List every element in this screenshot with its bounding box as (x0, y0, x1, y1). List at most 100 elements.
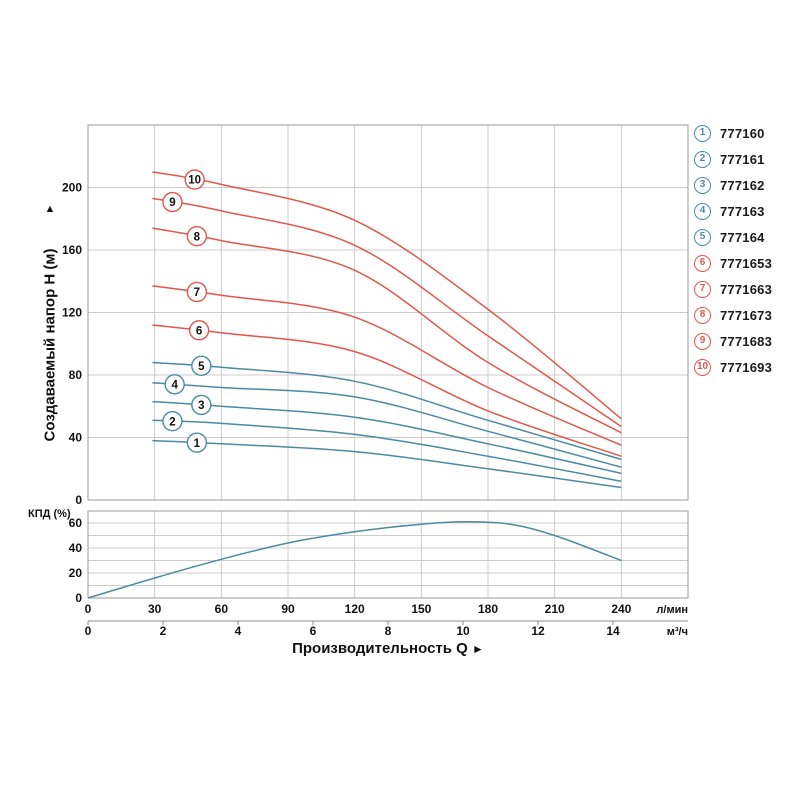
legend-model-label: 777163 (720, 203, 765, 219)
head-y-tick-label: 40 (69, 431, 83, 445)
efficiency-axis-label: КПД (%) (28, 508, 71, 520)
legend-model-label: 777164 (720, 229, 765, 245)
curve-label-circle-2 (162, 411, 183, 432)
legend-model-label: 7771653 (720, 255, 773, 271)
legend-item-7771663: 7 7771663 (694, 276, 772, 302)
pump-curve-7771663 (152, 285, 622, 446)
pump-curve-777160 (152, 439, 622, 489)
curve-label-circle-5 (191, 355, 212, 377)
x-tick-label-lmin: 90 (281, 602, 295, 616)
head-y-tick-label: 120 (62, 306, 82, 320)
curve-label-number-9: 9 (169, 197, 175, 209)
curve-label-circle-4 (164, 374, 185, 395)
x-tick-label-m3h: 6 (310, 624, 317, 638)
x-tick-label-lmin: 180 (478, 602, 498, 616)
curve-label-circle-1 (186, 432, 208, 453)
legend-number-badge: 1 (694, 124, 711, 142)
legend-number-badge: 9 (694, 332, 711, 350)
legend-number-badge: 10 (694, 358, 711, 376)
curve-label-circle-10 (184, 169, 205, 190)
curve-label-circle-8 (186, 225, 208, 247)
legend: 1 777160 2 777161 3 777162 4 777163 5 777164 6 7771… (694, 120, 772, 380)
pump-curve-7771653 (152, 324, 622, 458)
legend-number-badge: 7 (694, 280, 711, 298)
x-tick-label-m3h: 0 (85, 624, 92, 638)
head-y-tick-label: 160 (62, 243, 82, 257)
legend-item-7771673: 8 7771673 (694, 302, 772, 328)
legend-number-badge: 2 (694, 150, 711, 168)
x-tick-label-lmin: 0 (85, 602, 92, 616)
curve-label-number-8: 8 (194, 231, 201, 243)
legend-item-777161: 2 777161 (694, 146, 772, 172)
x-tick-label-m3h: 2 (160, 624, 167, 638)
efficiency-y-tick-label: 60 (69, 516, 83, 530)
x-axis-title-text: Производительность Q (292, 640, 468, 657)
curve-label-number-2: 2 (169, 416, 175, 428)
x-tick-label-lmin: 120 (345, 602, 365, 616)
legend-model-label: 7771663 (720, 281, 773, 297)
legend-item-777164: 5 777164 (694, 224, 772, 250)
legend-item-777163: 4 777163 (694, 198, 772, 224)
x-tick-label-m3h: 10 (456, 624, 470, 638)
legend-number-badge: 3 (694, 176, 711, 194)
x-tick-label-lmin: 150 (411, 602, 431, 616)
x-tick-label-m3h: 14 (606, 624, 620, 638)
head-y-tick-label: 200 (62, 181, 82, 195)
x-tick-label-m3h: 4 (235, 624, 242, 638)
legend-model-label: 7771673 (720, 307, 773, 323)
pump-curve-777164 (152, 361, 622, 461)
curve-label-circle-9 (162, 191, 183, 213)
head-y-tick-label: 0 (75, 493, 82, 507)
x-tick-label-lmin: 240 (611, 602, 631, 616)
head-chart-border (87, 124, 689, 501)
x-unit-label-m3h: м³/ч (667, 626, 688, 638)
curve-label-number-4: 4 (171, 379, 178, 391)
x-unit-label-lmin: л/мин (656, 604, 688, 616)
x-tick-label-lmin: 60 (215, 602, 229, 616)
curve-label-number-7: 7 (194, 287, 200, 299)
legend-number-badge: 6 (694, 254, 711, 272)
legend-item-777162: 3 777162 (694, 172, 772, 198)
efficiency-curve (87, 521, 622, 599)
curve-label-circle-3 (191, 394, 212, 416)
legend-number-badge: 4 (694, 202, 711, 220)
x-tick-label-m3h: 12 (531, 624, 545, 638)
curve-label-circle-7 (186, 281, 208, 303)
efficiency-chart-border (87, 510, 689, 599)
curve-label-number-3: 3 (198, 400, 204, 412)
x-tick-label-lmin: 210 (545, 602, 565, 616)
x-axis-arrow-icon: ► (472, 642, 484, 656)
x-axis-title: Производительность Q ► (238, 640, 538, 657)
legend-number-badge: 5 (694, 228, 711, 246)
y-axis-arrow-icon: ▲ (44, 203, 56, 215)
legend-model-label: 7771693 (720, 359, 773, 375)
curve-label-number-6: 6 (196, 325, 202, 337)
pump-curve-7771673 (152, 227, 622, 434)
legend-model-label: 777162 (720, 177, 765, 193)
legend-model-label: 777161 (720, 151, 765, 167)
y-axis-title: Создаваемый напор H (м) (41, 248, 59, 442)
x-tick-label-lmin: 30 (148, 602, 162, 616)
x-tick-label-m3h: 8 (385, 624, 392, 638)
head-y-tick-label: 80 (69, 368, 83, 382)
pump-curve-7771693 (152, 171, 622, 420)
legend-model-label: 777160 (720, 125, 765, 141)
legend-item-7771653: 6 7771653 (694, 250, 772, 276)
curve-label-number-1: 1 (194, 438, 201, 450)
legend-item-7771693: 10 7771693 (694, 354, 772, 380)
curve-label-circle-6 (188, 320, 210, 341)
pump-curve-7771683 (152, 197, 622, 428)
pump-curve-777161 (152, 419, 622, 483)
legend-model-label: 7771683 (720, 333, 773, 349)
curve-label-number-5: 5 (198, 361, 205, 373)
curve-label-number-10: 10 (188, 175, 201, 187)
legend-number-badge: 8 (694, 306, 711, 324)
efficiency-y-tick-label: 20 (69, 566, 83, 580)
efficiency-y-tick-label: 40 (69, 541, 83, 555)
efficiency-y-tick-label: 0 (75, 591, 82, 605)
legend-item-7771683: 9 7771683 (694, 328, 772, 354)
pump-curve-777163 (152, 382, 622, 468)
legend-item-777160: 1 777160 (694, 120, 772, 146)
